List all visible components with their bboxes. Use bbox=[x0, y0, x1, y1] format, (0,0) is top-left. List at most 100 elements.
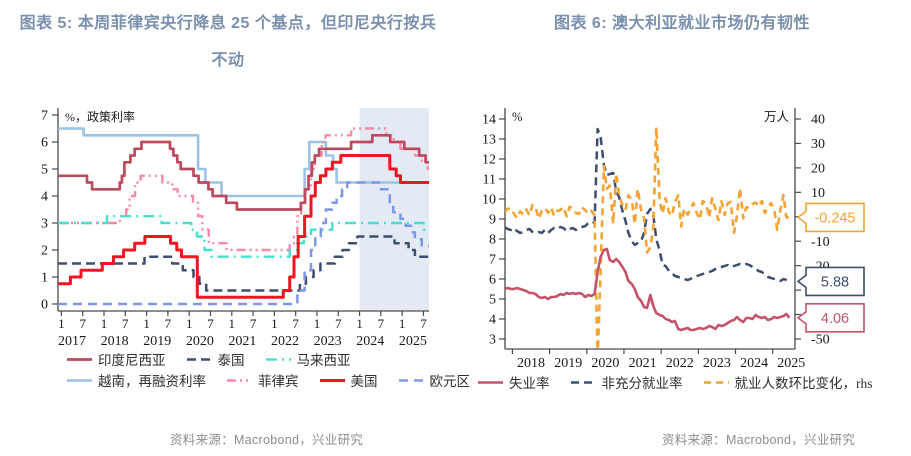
y-axis-title: %，政策利率 bbox=[65, 109, 135, 124]
tick-label: 12 bbox=[482, 153, 496, 168]
callout-5.88: 5.88 bbox=[796, 266, 865, 297]
legend-swatch bbox=[398, 378, 424, 382]
legend-swatch bbox=[67, 378, 92, 382]
y-axis-right-title: 万人 bbox=[764, 110, 790, 124]
legend-swatch bbox=[570, 380, 596, 384]
legend-item-印度尼西亚: 印度尼西亚 bbox=[66, 349, 166, 369]
tick-label: 2020 bbox=[591, 356, 619, 371]
tick-label: 2025 bbox=[777, 356, 805, 371]
tick-label: 1 bbox=[58, 316, 65, 331]
y-axis: 0 1 2 3 4 5 6 7 bbox=[41, 109, 58, 313]
series-失业率 bbox=[505, 247, 791, 332]
tick-label: 6 bbox=[489, 273, 496, 288]
tick-label: 7 bbox=[79, 316, 86, 331]
figure6-title: 图表 6: 澳大利亚就业市场仍有韧性 bbox=[553, 15, 811, 32]
tick-label: 7 bbox=[420, 316, 427, 331]
tick-label: 1 bbox=[314, 316, 321, 331]
tick-label: 2024 bbox=[356, 334, 384, 349]
series-非充分就业率 bbox=[505, 127, 790, 283]
tick-label: 2024 bbox=[740, 356, 768, 371]
tick-label: 7 bbox=[250, 316, 257, 331]
legend-swatch bbox=[227, 378, 252, 382]
callout-value: -0.245 bbox=[814, 210, 855, 226]
tick-label: 40 bbox=[811, 113, 825, 128]
series-group bbox=[58, 127, 429, 306]
legend-label: 欧元区 bbox=[429, 374, 471, 389]
legend-swatch bbox=[478, 380, 503, 384]
figure6-source: 资料来源：Macrobond，兴业研究 bbox=[662, 433, 856, 447]
tick-label: 14 bbox=[482, 113, 496, 128]
legend-item-欧元区: 欧元区 bbox=[398, 370, 471, 390]
series-菲律宾 bbox=[58, 127, 429, 252]
tick-label: 7 bbox=[335, 316, 342, 331]
tick-label: 7 bbox=[292, 316, 299, 331]
figure5-legend-row2: 越南，再融资利率 菲律宾 美国 欧元区 bbox=[66, 370, 470, 390]
figure6-chart: 34567891011121314403020100-10-20-30-40-5… bbox=[482, 108, 865, 371]
tick-label: 5 bbox=[489, 293, 496, 308]
tick-label: 7 bbox=[207, 316, 214, 331]
series-印度尼西亚 bbox=[58, 133, 429, 211]
callout-value: 5.88 bbox=[821, 274, 849, 290]
legend-label: 越南，再融资利率 bbox=[98, 374, 206, 389]
figure5-source: 资料来源：Macrobond，兴业研究 bbox=[170, 433, 364, 447]
legend-swatch bbox=[265, 357, 291, 361]
legend-label: 马来西亚 bbox=[296, 353, 351, 368]
tick-label: 2020 bbox=[186, 334, 214, 349]
legend-swatch bbox=[67, 357, 92, 361]
tick-label: 2023 bbox=[314, 334, 342, 349]
tick-label: 13 bbox=[482, 133, 496, 148]
legend-label: 失业率 bbox=[509, 376, 550, 391]
tick-label: 4 bbox=[41, 190, 48, 205]
tick-label: 2025 bbox=[399, 334, 427, 349]
tick-label: 7 bbox=[122, 316, 129, 331]
x-axis: 2018 2019 2020 2021 2022 2023 2024 2025 bbox=[511, 349, 805, 371]
series-泰国 bbox=[58, 235, 429, 292]
legend-item-非充分就业率: 非充分就业率 bbox=[570, 372, 683, 392]
tick-label: 1 bbox=[271, 316, 278, 331]
tick-label: -50 bbox=[811, 333, 830, 348]
tick-label: 2018 bbox=[517, 356, 545, 371]
tick-label: 2018 bbox=[101, 334, 129, 349]
tick-label: 2017 bbox=[58, 334, 86, 349]
tick-label: 20 bbox=[811, 162, 825, 177]
tick-label: -10 bbox=[811, 235, 830, 250]
legend-item-菲律宾: 菲律宾 bbox=[226, 370, 299, 390]
figure5-title: 图表 5: 本周菲律宾央行降息 25 个基点，但印尼央行按兵不动 bbox=[19, 15, 437, 69]
legend-label: 泰国 bbox=[217, 353, 245, 368]
tick-label: 0 bbox=[41, 298, 48, 313]
legend-item-失业率: 失业率 bbox=[477, 372, 550, 392]
tick-label: 10 bbox=[811, 186, 825, 201]
tick-label: 7 bbox=[165, 316, 172, 331]
tick-label: 2019 bbox=[554, 356, 582, 371]
figure6-legend: 失业率 非充分就业率 就业人数环比变化，rhs bbox=[477, 372, 873, 392]
legend-label: 非充分就业率 bbox=[601, 376, 683, 391]
tick-label: 7 bbox=[378, 316, 385, 331]
callout-value: 4.06 bbox=[821, 311, 849, 327]
tick-label: 10 bbox=[482, 193, 496, 208]
legend-item-美国: 美国 bbox=[319, 370, 378, 390]
y-axis-left-title: % bbox=[512, 110, 522, 124]
tick-label: 30 bbox=[811, 137, 825, 152]
tick-label: 1 bbox=[41, 271, 48, 286]
tick-label: 11 bbox=[483, 173, 496, 188]
legend-label: 就业人数环比变化，rhs bbox=[734, 376, 873, 391]
tick-label: 2022 bbox=[271, 334, 299, 349]
callout--0.245: -0.245 bbox=[796, 202, 865, 233]
series-欧元区 bbox=[58, 181, 429, 306]
legend-swatch bbox=[186, 357, 212, 361]
tick-label: 1 bbox=[229, 316, 236, 331]
tick-label: 5 bbox=[41, 163, 48, 178]
tick-label: 3 bbox=[489, 333, 496, 348]
legend-label: 菲律宾 bbox=[258, 374, 299, 389]
y-axis-left: 3 4 5 6 7 8 9 10 11 12 13 14 bbox=[482, 113, 505, 348]
legend-item-马来西亚: 马来西亚 bbox=[265, 349, 351, 369]
tick-label: 6 bbox=[41, 136, 48, 151]
tick-label: 1 bbox=[356, 316, 363, 331]
series-group bbox=[505, 126, 791, 349]
legend-item-泰国: 泰国 bbox=[186, 349, 245, 369]
legend-item-越南，再融资利率: 越南，再融资利率 bbox=[66, 370, 206, 390]
tick-label: 2023 bbox=[703, 356, 731, 371]
legend-swatch bbox=[319, 378, 345, 382]
